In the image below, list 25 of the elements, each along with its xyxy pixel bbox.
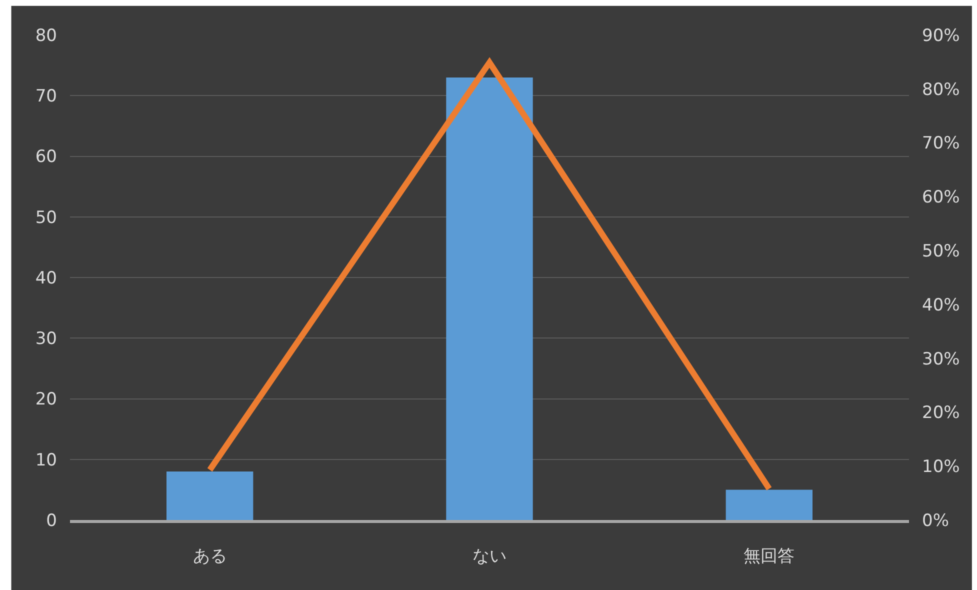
bar <box>166 472 254 520</box>
y-tick-label: 50 <box>35 208 57 228</box>
y-tick-label: 20 <box>35 390 57 410</box>
y-tick-label: 40 <box>35 268 57 288</box>
y2-tick-label: 80% <box>922 80 960 100</box>
x-tick-label: ある <box>192 546 227 566</box>
y2-tick-label: 70% <box>922 134 960 154</box>
x-tick-label: 無回答 <box>744 546 795 566</box>
y2-tick-label: 40% <box>922 295 960 316</box>
bar <box>726 490 813 520</box>
bar <box>446 77 533 520</box>
y2-tick-label: 0% <box>922 510 949 531</box>
y-tick-label: 70 <box>35 86 57 107</box>
y2-tick-label: 10% <box>922 457 960 478</box>
y2-tick-label: 90% <box>922 26 960 46</box>
y-tick-label: 10 <box>35 450 57 470</box>
y-tick-label: 80 <box>35 26 57 46</box>
y-tick-label: 0 <box>46 510 57 531</box>
y2-tick-label: 60% <box>922 188 960 208</box>
x-tick-label: ない <box>472 546 506 566</box>
y2-tick-label: 30% <box>922 349 960 370</box>
y-tick-label: 60 <box>35 147 57 168</box>
y-tick-label: 30 <box>35 329 57 350</box>
y2-tick-label: 50% <box>922 242 960 262</box>
y2-tick-label: 20% <box>922 403 960 424</box>
